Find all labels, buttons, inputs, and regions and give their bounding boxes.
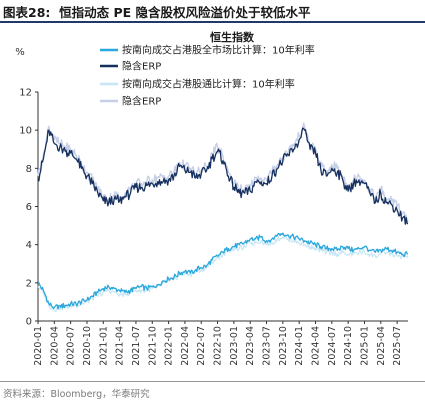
legend-label-rp_connect: 按南向成交占港股通比计算：10年利率 bbox=[122, 78, 295, 91]
source-rule bbox=[0, 381, 425, 382]
x-tick-label: 2022-07 bbox=[196, 326, 207, 366]
y-axis-unit: % bbox=[15, 47, 25, 58]
legend-label-erp_all: 隐含ERP bbox=[122, 60, 161, 73]
x-tick-label: 2020-04 bbox=[49, 326, 60, 366]
chart-title: 恒生指数 bbox=[210, 30, 255, 44]
x-tick-label: 2020-10 bbox=[82, 326, 93, 366]
y-tick-label: 4 bbox=[26, 240, 32, 251]
x-tick-label: 2021-07 bbox=[131, 326, 142, 366]
x-tick-label: 2025-07 bbox=[392, 326, 403, 366]
x-tick-label: 2023-07 bbox=[262, 326, 273, 366]
axes: 0 2 4 6 8 10 12 2020-01 2020-04 2020-07 2020-10 202… bbox=[19, 88, 408, 366]
figure-title-text: 恒指动态 PE 隐含股权风险溢价处于较低水平 bbox=[59, 5, 311, 20]
x-tick-label: 2025-01 bbox=[359, 326, 370, 366]
y-tick-label: 2 bbox=[26, 278, 32, 289]
y-tick-label: 10 bbox=[19, 126, 32, 137]
series-line-erp_connect bbox=[37, 122, 409, 224]
y-tick-label: 12 bbox=[19, 88, 32, 99]
x-tick-label: 2021-01 bbox=[98, 326, 109, 366]
x-tick-label: 2022-10 bbox=[213, 326, 224, 366]
figure-title: 图表28: 恒指动态 PE 隐含股权风险溢价处于较低水平 bbox=[3, 2, 311, 21]
x-tick-label: 2023-01 bbox=[229, 326, 240, 366]
x-tick-label: 2024-10 bbox=[343, 326, 354, 366]
x-tick-label: 2022-01 bbox=[164, 326, 175, 366]
legend-label-rp_all: 按南向成交占港股全市场比计算：10年利率 bbox=[122, 44, 315, 57]
source-note: 资料来源：Bloomberg，华泰研究 bbox=[3, 389, 150, 400]
y-tick-label: 0 bbox=[26, 317, 32, 328]
x-tick-label: 2024-01 bbox=[294, 326, 305, 366]
series-line-erp_all bbox=[37, 127, 409, 225]
series-layer bbox=[37, 122, 409, 313]
y-tick-label: 6 bbox=[26, 202, 32, 213]
x-tick-label: 2023-10 bbox=[278, 326, 289, 366]
x-tick-label: 2021-04 bbox=[115, 326, 126, 366]
x-tick-label: 2025-04 bbox=[376, 326, 387, 366]
series-line-rp_all bbox=[38, 232, 409, 310]
x-tick-label: 2024-04 bbox=[311, 326, 322, 366]
title-rule bbox=[0, 21, 425, 23]
x-tick-label: 2020-07 bbox=[66, 326, 77, 366]
y-tick-label: 8 bbox=[26, 164, 32, 175]
x-tick-label: 2023-04 bbox=[245, 326, 256, 366]
x-tick-label: 2021-10 bbox=[147, 326, 158, 366]
legend-label-erp_connect: 隐含ERP bbox=[122, 95, 161, 108]
x-tick-label: 2020-01 bbox=[33, 326, 44, 366]
x-tick-label: 2024-07 bbox=[327, 326, 338, 366]
x-tick-label: 2022-04 bbox=[180, 326, 191, 366]
figure-label: 图表28: bbox=[3, 5, 51, 20]
series-line-rp_connect bbox=[37, 235, 409, 313]
